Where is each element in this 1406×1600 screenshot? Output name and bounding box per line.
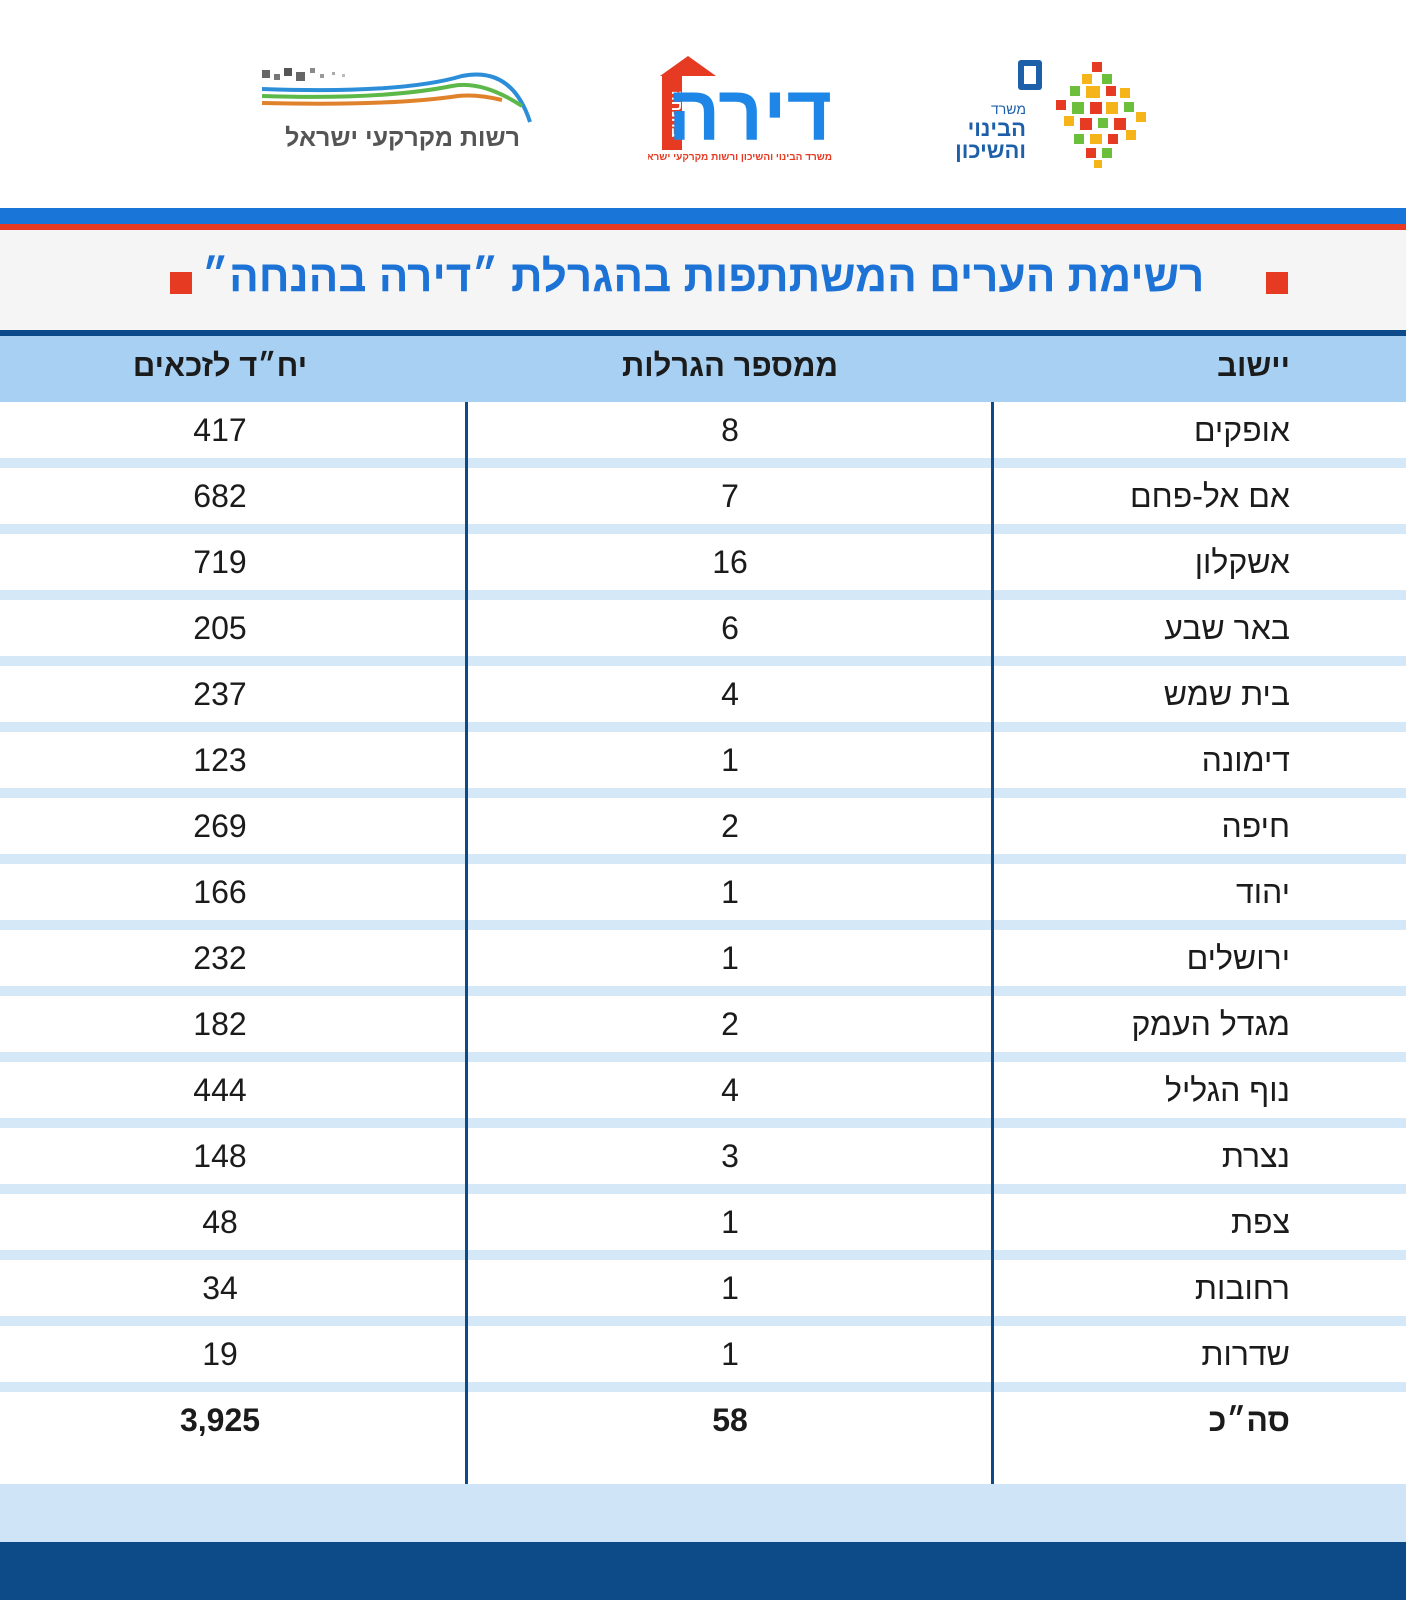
lotteries-cell: 1 (721, 940, 739, 976)
lotteries-cell: 16 (712, 544, 748, 580)
table-row: אשקלון 16 719 (0, 534, 1406, 600)
units-cell: 269 (193, 808, 247, 844)
title-band: רשימת הערים המשתתפות בהגרלת ״דירה בהנחה״ (0, 230, 1406, 330)
units-cell: 3,925 (179, 1402, 261, 1438)
column-header-city: יישוב (1217, 348, 1290, 383)
lotteries-cell: 58 (712, 1402, 748, 1438)
city-cell: רחובות (1194, 1270, 1290, 1306)
israel-land-authority-logo: רשות מקרקעי ישראל (262, 68, 532, 152)
table-row: נצרת 3 148 (0, 1128, 1406, 1194)
table-top-border (0, 330, 1406, 336)
moh-line-2: הבינוי (968, 116, 1026, 141)
city-cell: מגדל העמק (1131, 1006, 1290, 1042)
units-cell: 682 (193, 478, 247, 514)
lotteries-cell: 1 (721, 742, 739, 778)
column-header-units: יח״ד לזכאים (132, 348, 308, 383)
lotteries-cell: 4 (721, 676, 739, 712)
dira-badge-text: בהנחה (668, 91, 685, 138)
lotteries-cell: 7 (721, 478, 739, 514)
table-row: אופקים 8 417 (0, 402, 1406, 468)
title-bullet-right (1266, 272, 1288, 294)
city-cell: אופקים (1193, 412, 1290, 448)
footer-navy-band (0, 1542, 1406, 1600)
city-cell: נוף הגליל (1165, 1072, 1290, 1108)
units-cell: 237 (193, 676, 247, 712)
city-cell: נצרת (1221, 1138, 1290, 1174)
moh-line-3: והשיכון (956, 138, 1026, 163)
units-cell: 232 (193, 940, 247, 976)
table-row: יהוד 1 166 (0, 864, 1406, 930)
ministry-of-housing-logo: משרד הבינוי והשיכון (956, 60, 1146, 168)
lotteries-cell: 3 (721, 1138, 739, 1174)
table-row: דימונה 1 123 (0, 732, 1406, 798)
city-cell: בית שמש (1163, 676, 1290, 712)
table-total-row: סה״כ 58 3,925 (0, 1392, 1406, 1458)
units-cell: 417 (193, 412, 247, 448)
city-cell: חיפה (1221, 808, 1290, 844)
city-cell: ירושלים (1186, 940, 1290, 976)
units-cell: 444 (193, 1072, 247, 1108)
table-row: נוף הגליל 4 444 (0, 1062, 1406, 1128)
footer-light-band (0, 1484, 1406, 1542)
column-divider-right (991, 402, 994, 1484)
dira-wordmark: דירה (668, 69, 832, 157)
lotteries-cell: 1 (721, 1204, 739, 1240)
lotteries-cell: 6 (721, 610, 739, 646)
lotteries-cell: 2 (721, 808, 739, 844)
column-header-lotteries: ממספר הגרלות (621, 348, 839, 383)
units-cell: 719 (193, 544, 247, 580)
page-title: רשימת הערים המשתתפות בהגרלת ״דירה בהנחה״ (201, 252, 1205, 301)
houses-cluster-icon (1056, 62, 1146, 168)
lotteries-cell: 8 (721, 412, 739, 448)
table-row: צפת 1 48 (0, 1194, 1406, 1260)
moh-line-1: משרד (991, 101, 1026, 117)
city-cell: סה״כ (1208, 1402, 1290, 1438)
header-logos: רשות מקרקעי ישראל בהנחה דירה משרד הבינוי… (0, 0, 1406, 208)
table-row: מגדל העמק 2 182 (0, 996, 1406, 1062)
rmi-logo-text: רשות מקרקעי ישראל (285, 124, 520, 152)
table-row: ירושלים 1 232 (0, 930, 1406, 996)
units-cell: 205 (193, 610, 247, 646)
units-cell: 166 (193, 874, 247, 910)
table-body: אופקים 8 417 אם אל-פחם 7 682 אשקלון 16 719 באר שב… (0, 402, 1406, 1458)
column-divider-left (465, 402, 468, 1484)
city-cell: דימונה (1201, 742, 1290, 778)
city-cell: שדרות (1201, 1336, 1290, 1372)
table-row: אם אל-פחם 7 682 (0, 468, 1406, 534)
city-cell: יהוד (1236, 874, 1290, 910)
lotteries-cell: 1 (721, 874, 739, 910)
table-row: חיפה 2 269 (0, 798, 1406, 864)
lotteries-cell: 1 (721, 1270, 739, 1306)
city-cell: באר שבע (1164, 610, 1290, 646)
header-blue-stripe (0, 208, 1406, 224)
table-header: יישוב ממספר הגרלות יח״ד לזכאים (0, 336, 1406, 402)
dira-subtext: משרד הבינוי והשיכון ורשות מקרקעי ישראל (648, 151, 832, 163)
table-row: רחובות 1 34 (0, 1260, 1406, 1326)
units-cell: 19 (202, 1336, 238, 1372)
city-cell: צפת (1230, 1204, 1290, 1240)
units-cell: 148 (193, 1138, 247, 1174)
lotteries-cell: 4 (721, 1072, 739, 1108)
table-row: באר שבע 6 205 (0, 600, 1406, 666)
lotteries-cell: 1 (721, 1336, 739, 1372)
lotteries-cell: 2 (721, 1006, 739, 1042)
table-row: בית שמש 4 237 (0, 666, 1406, 732)
dira-behanacha-logo: בהנחה דירה משרד הבינוי והשיכון ורשות מקר… (648, 56, 832, 163)
header-red-stripe (0, 224, 1406, 230)
table-row: שדרות 1 19 (0, 1326, 1406, 1392)
units-cell: 123 (193, 742, 247, 778)
city-cell: אם אל-פחם (1129, 478, 1290, 514)
units-cell: 34 (202, 1270, 238, 1306)
title-bullet-left (170, 272, 192, 294)
city-cell: אשקלון (1194, 544, 1290, 580)
units-cell: 182 (193, 1006, 247, 1042)
units-cell: 48 (202, 1204, 238, 1240)
